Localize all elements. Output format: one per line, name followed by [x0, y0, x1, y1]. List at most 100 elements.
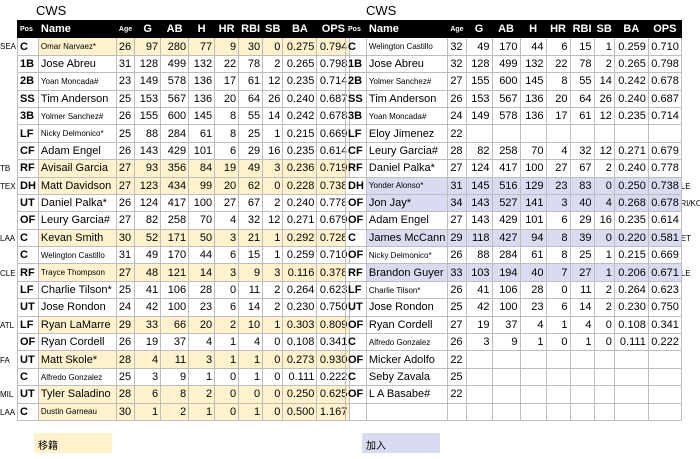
cell-name: Daniel Palka*: [37, 193, 117, 213]
cell-pos: UT: [17, 193, 39, 213]
cell-hr: 0: [214, 367, 240, 387]
cell-sb: 0: [593, 315, 615, 335]
cell-rbi: 61: [238, 72, 264, 91]
cell-ops: 0.750: [647, 298, 682, 317]
cell-g: [465, 350, 493, 369]
cell-ops: 0.719: [316, 159, 351, 178]
cell-sb: 0: [262, 385, 284, 404]
cell-ab: 100: [491, 298, 521, 317]
header-h: H: [188, 19, 216, 39]
cell-ops: 0.778: [647, 159, 682, 178]
cell-sb: 1: [262, 246, 284, 265]
cell-g: 149: [465, 106, 493, 126]
cell-sb: 2: [262, 298, 284, 317]
cell-hr: 6: [545, 298, 571, 317]
cell-age: 22: [447, 124, 467, 143]
cell-pos: RF: [345, 263, 367, 282]
cell-sb: 0: [262, 37, 284, 56]
cell-name: Omar Narvaez*: [37, 37, 117, 56]
cell-ba: 0.265: [282, 54, 318, 74]
cell-rbi: 64: [569, 89, 595, 108]
cell-ops: 0.581: [647, 228, 682, 248]
cell-pos: LF: [17, 124, 39, 143]
cell-h: 20: [188, 315, 216, 335]
cell-name: Dustin Garneau: [37, 402, 117, 421]
cell-age: 26: [447, 89, 467, 108]
cell-age: 28: [115, 385, 136, 404]
cell-pos: CF: [17, 141, 39, 161]
cell-hr: 0: [214, 402, 240, 421]
cell-sb: 26: [593, 89, 615, 108]
cell-pos: OF: [345, 350, 367, 369]
cell-g: 97: [134, 37, 162, 56]
cell-ab: 11: [160, 350, 190, 369]
cell-hr: [545, 367, 571, 387]
cell-ops: 0.222: [647, 333, 682, 352]
cell-hr: 17: [545, 106, 571, 126]
cell-sb: 0: [262, 367, 284, 387]
cell-age: 23: [115, 72, 136, 91]
cell-ba: 0.259: [282, 246, 318, 265]
cell-ba: 0.275: [282, 37, 318, 56]
cell-h: 1: [188, 367, 216, 387]
cell-pos: DH: [345, 176, 367, 195]
cell-ba: 0.264: [282, 280, 318, 300]
cell-rbi: 29: [238, 141, 264, 161]
cell-sb: 2: [262, 280, 284, 300]
cell-ops: 0.669: [647, 246, 682, 265]
cell-g: 93: [134, 159, 162, 178]
cell-g: 88: [465, 246, 493, 265]
cell-rbi: 0: [238, 385, 264, 404]
cell-pos: OF: [17, 333, 39, 352]
cell-name: Brandon Guyer: [365, 263, 449, 282]
cell-sb: 2: [593, 298, 615, 317]
cell-rbi: 64: [238, 89, 264, 108]
cell-h: 101: [188, 141, 216, 161]
former-team-label: CLE: [675, 268, 691, 278]
cell-h: 94: [519, 228, 547, 248]
cell-h: 61: [519, 246, 547, 265]
cell-pos: UT: [17, 350, 39, 369]
cell-h: 28: [188, 280, 216, 300]
cell-ba: 0.259: [613, 37, 649, 56]
cell-name: Eloy Jimenez: [365, 124, 449, 143]
cell-pos: C: [17, 367, 39, 387]
cell-ops: 0.625: [316, 385, 351, 404]
cell-h: [519, 350, 547, 369]
cell-hr: 3: [214, 263, 240, 282]
header-age: Age: [115, 19, 136, 39]
cell-g: 4: [134, 350, 162, 369]
cell-ops: 0.378: [316, 263, 351, 282]
cell-name: Leury Garcia#: [37, 211, 117, 230]
former-team-label: TEX: [0, 181, 16, 191]
cell-rbi: 21: [238, 228, 264, 248]
cell-g: 153: [134, 89, 162, 108]
right-roster-panel: Pos Name Age G AB H HR RBI SB BA OPS C Welington Cas…: [345, 19, 682, 421]
cell-h: 14: [188, 263, 216, 282]
cell-ba: 0.235: [613, 211, 649, 230]
cell-ops: 0.687: [316, 89, 351, 108]
cell-hr: 20: [214, 176, 240, 195]
former-team-label: CLE: [675, 181, 691, 191]
cell-ab: 417: [160, 193, 190, 213]
player-row: OF Ryan Cordell 27 19 37 4 1 4 0 0.108 0.341: [345, 315, 682, 335]
cell-hr: [545, 385, 571, 404]
cell-rbi: 62: [238, 176, 264, 195]
cell-hr: 1: [214, 350, 240, 369]
cell-ab: 280: [160, 37, 190, 56]
cell-g: 143: [134, 141, 162, 161]
cell-ab: 284: [491, 246, 521, 265]
cell-name: Jose Rondon: [365, 298, 449, 317]
cell-rbi: 32: [569, 141, 595, 161]
cell-name: Welington Castillo: [365, 37, 449, 56]
cell-ab: [491, 350, 521, 369]
cell-age: 25: [115, 124, 136, 143]
cell-rbi: 83: [569, 176, 595, 195]
cell-pos: RF: [345, 159, 367, 178]
cell-age: 32: [447, 54, 467, 74]
cell-ba: 0.235: [282, 141, 318, 161]
cell-rbi: 15: [569, 37, 595, 56]
cell-rbi: 55: [569, 72, 595, 91]
cell-ba: 0.271: [613, 141, 649, 161]
cell-pos: OF: [345, 246, 367, 265]
